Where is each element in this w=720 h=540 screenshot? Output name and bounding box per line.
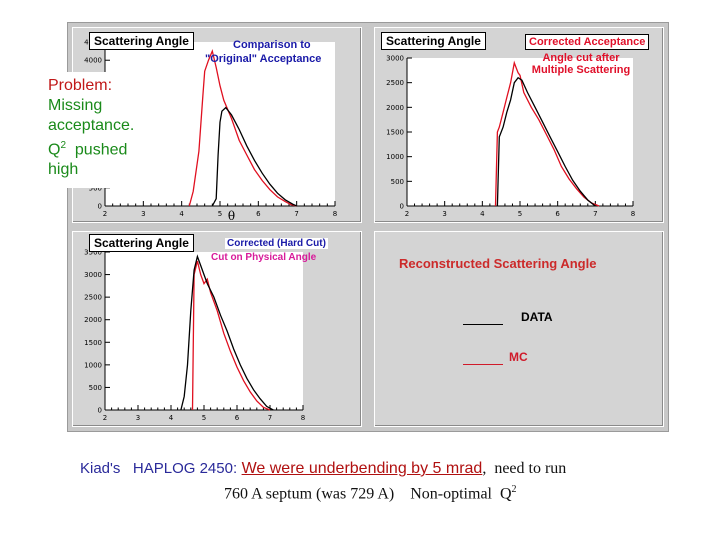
y-tick-label: 500	[89, 184, 102, 192]
plot-svg-hardcut: 2 3 4 5 6 7 8 0 500 1000 1500 2000 2500 3000 3500	[84, 249, 305, 423]
caption: Kiad's HAPLOG 2450: We were underbending…	[80, 460, 700, 502]
plot-annotation: Comparison to "Original" Acceptance	[205, 38, 321, 66]
x-tick-label: 8	[301, 414, 305, 422]
problem-line: high	[48, 161, 79, 179]
plot-annotation: Corrected Acceptance	[525, 34, 650, 50]
problem-note: Problem: Missing acceptance. Q2 pushed h…	[44, 72, 156, 188]
subannotation-line: Angle cut after	[542, 52, 620, 64]
annotation-line: Comparison to	[233, 39, 311, 51]
x-tick-label: 7	[593, 210, 597, 218]
plot-panel-corrected: 2 3 4 5 6 7 8 0 500 1000 1500 2000 2500 3000 Scatteri…	[374, 27, 664, 223]
caption-prefix: Kiad's HAPLOG 2450:	[80, 460, 238, 477]
x-tick-label: 4	[179, 210, 184, 218]
legend-data-swatch	[463, 324, 503, 325]
plot-panel-hardcut: 2 3 4 5 6 7 8 0 500 1000 1500 2000 2500 3000 3500 Scat…	[72, 231, 362, 427]
plot-area	[407, 58, 633, 206]
y-tick-label: 3000	[386, 55, 404, 63]
problem-line: Q2 pushed	[48, 136, 152, 160]
plot-title: Scattering Angle	[89, 234, 194, 252]
legend-panel: Reconstructed Scattering Angle DATA MC	[374, 231, 664, 427]
y-tick-label: 3500	[84, 249, 102, 257]
x-tick-label: 6	[256, 210, 261, 218]
series-line	[191, 260, 271, 411]
x-tick-label: 6	[555, 210, 560, 218]
x-tick-label: 5	[202, 414, 206, 422]
y-tick-label: 1000	[84, 361, 102, 369]
y-tick-label: 4000	[84, 57, 102, 65]
y-tick-label: 0	[98, 407, 102, 415]
x-tick-label: 4	[480, 210, 485, 218]
caption-rest: , need to run	[482, 460, 567, 477]
series-line	[494, 60, 600, 207]
plot-subannotation: Angle cut after Multiple Scattering	[515, 52, 647, 76]
x-axis-label: θ	[228, 209, 235, 223]
plot-title: Scattering Angle	[381, 32, 486, 50]
legend-mc-swatch	[463, 364, 503, 365]
x-tick-label: 2	[103, 414, 107, 422]
y-tick-label: 1500	[386, 129, 404, 137]
series-line	[211, 106, 297, 207]
caption-line-2-text: 760 A septum (was 729 A) Non-optimal Q	[224, 485, 512, 503]
caption-line-2: 760 A septum (was 729 A) Non-optimal Q2	[224, 484, 517, 503]
legend-data-label: DATA	[521, 310, 553, 324]
y-tick-label: 2500	[84, 294, 102, 302]
subannotation-line: Multiple Scattering	[531, 64, 631, 76]
y-tick-label: 2000	[84, 316, 102, 324]
x-tick-label: 3	[141, 210, 145, 218]
series-line	[180, 254, 274, 411]
q-superscript: 2	[60, 140, 67, 151]
plot-svg-corrected: 2 3 4 5 6 7 8 0 500 1000 1500 2000 2500 3000	[386, 55, 635, 219]
x-tick-label: 4	[169, 414, 174, 422]
x-tick-label: 2	[405, 210, 409, 218]
x-tick-label: 5	[518, 210, 522, 218]
y-tick-label: 500	[391, 178, 404, 186]
plot-subannotation: Cut on Physical Angle	[211, 252, 317, 263]
y-tick-label: 1000	[386, 153, 404, 161]
caption-line-1: Kiad's HAPLOG 2450: We were underbending…	[80, 460, 700, 478]
x-tick-label: 7	[268, 414, 272, 422]
problem-line: Missing	[48, 97, 103, 114]
legend-mc-label: MC	[509, 350, 528, 364]
y-tick-label: 500	[89, 384, 102, 392]
y-tick-label: 1500	[84, 339, 102, 347]
plot-annotation: Corrected (Hard Cut)	[225, 238, 328, 249]
problem-line: acceptance.	[48, 117, 135, 134]
x-tick-label: 7	[294, 210, 298, 218]
plot-area	[105, 252, 303, 410]
plot-title: Scattering Angle	[89, 32, 194, 50]
caption-highlight: We were underbending by 5 mrad	[241, 460, 483, 477]
x-tick-label: 8	[631, 210, 635, 218]
problem-label: Problem:	[48, 77, 113, 94]
x-tick-label: 8	[333, 210, 337, 218]
y-tick-label: 3000	[84, 271, 102, 279]
legend-title: Reconstructed Scattering Angle	[399, 256, 597, 271]
figure-canvas: 2345678050010001500200025003000350040004…	[67, 22, 669, 432]
y-tick-label: 2000	[386, 104, 404, 112]
q-symbol: Q	[48, 141, 61, 159]
x-tick-label: 6	[235, 414, 240, 422]
x-tick-label: 5	[218, 210, 222, 218]
annotation-line: "Original" Acceptance	[205, 53, 322, 65]
problem-line-rest: pushed	[66, 141, 128, 159]
y-tick-label: 0	[400, 203, 404, 211]
caption-q-superscript: 2	[511, 484, 517, 495]
y-tick-label: 0	[98, 203, 102, 211]
y-tick-label: 2500	[386, 79, 404, 87]
x-tick-label: 2	[103, 210, 107, 218]
x-tick-label: 3	[136, 414, 140, 422]
x-tick-label: 3	[442, 210, 446, 218]
series-line	[496, 76, 596, 207]
